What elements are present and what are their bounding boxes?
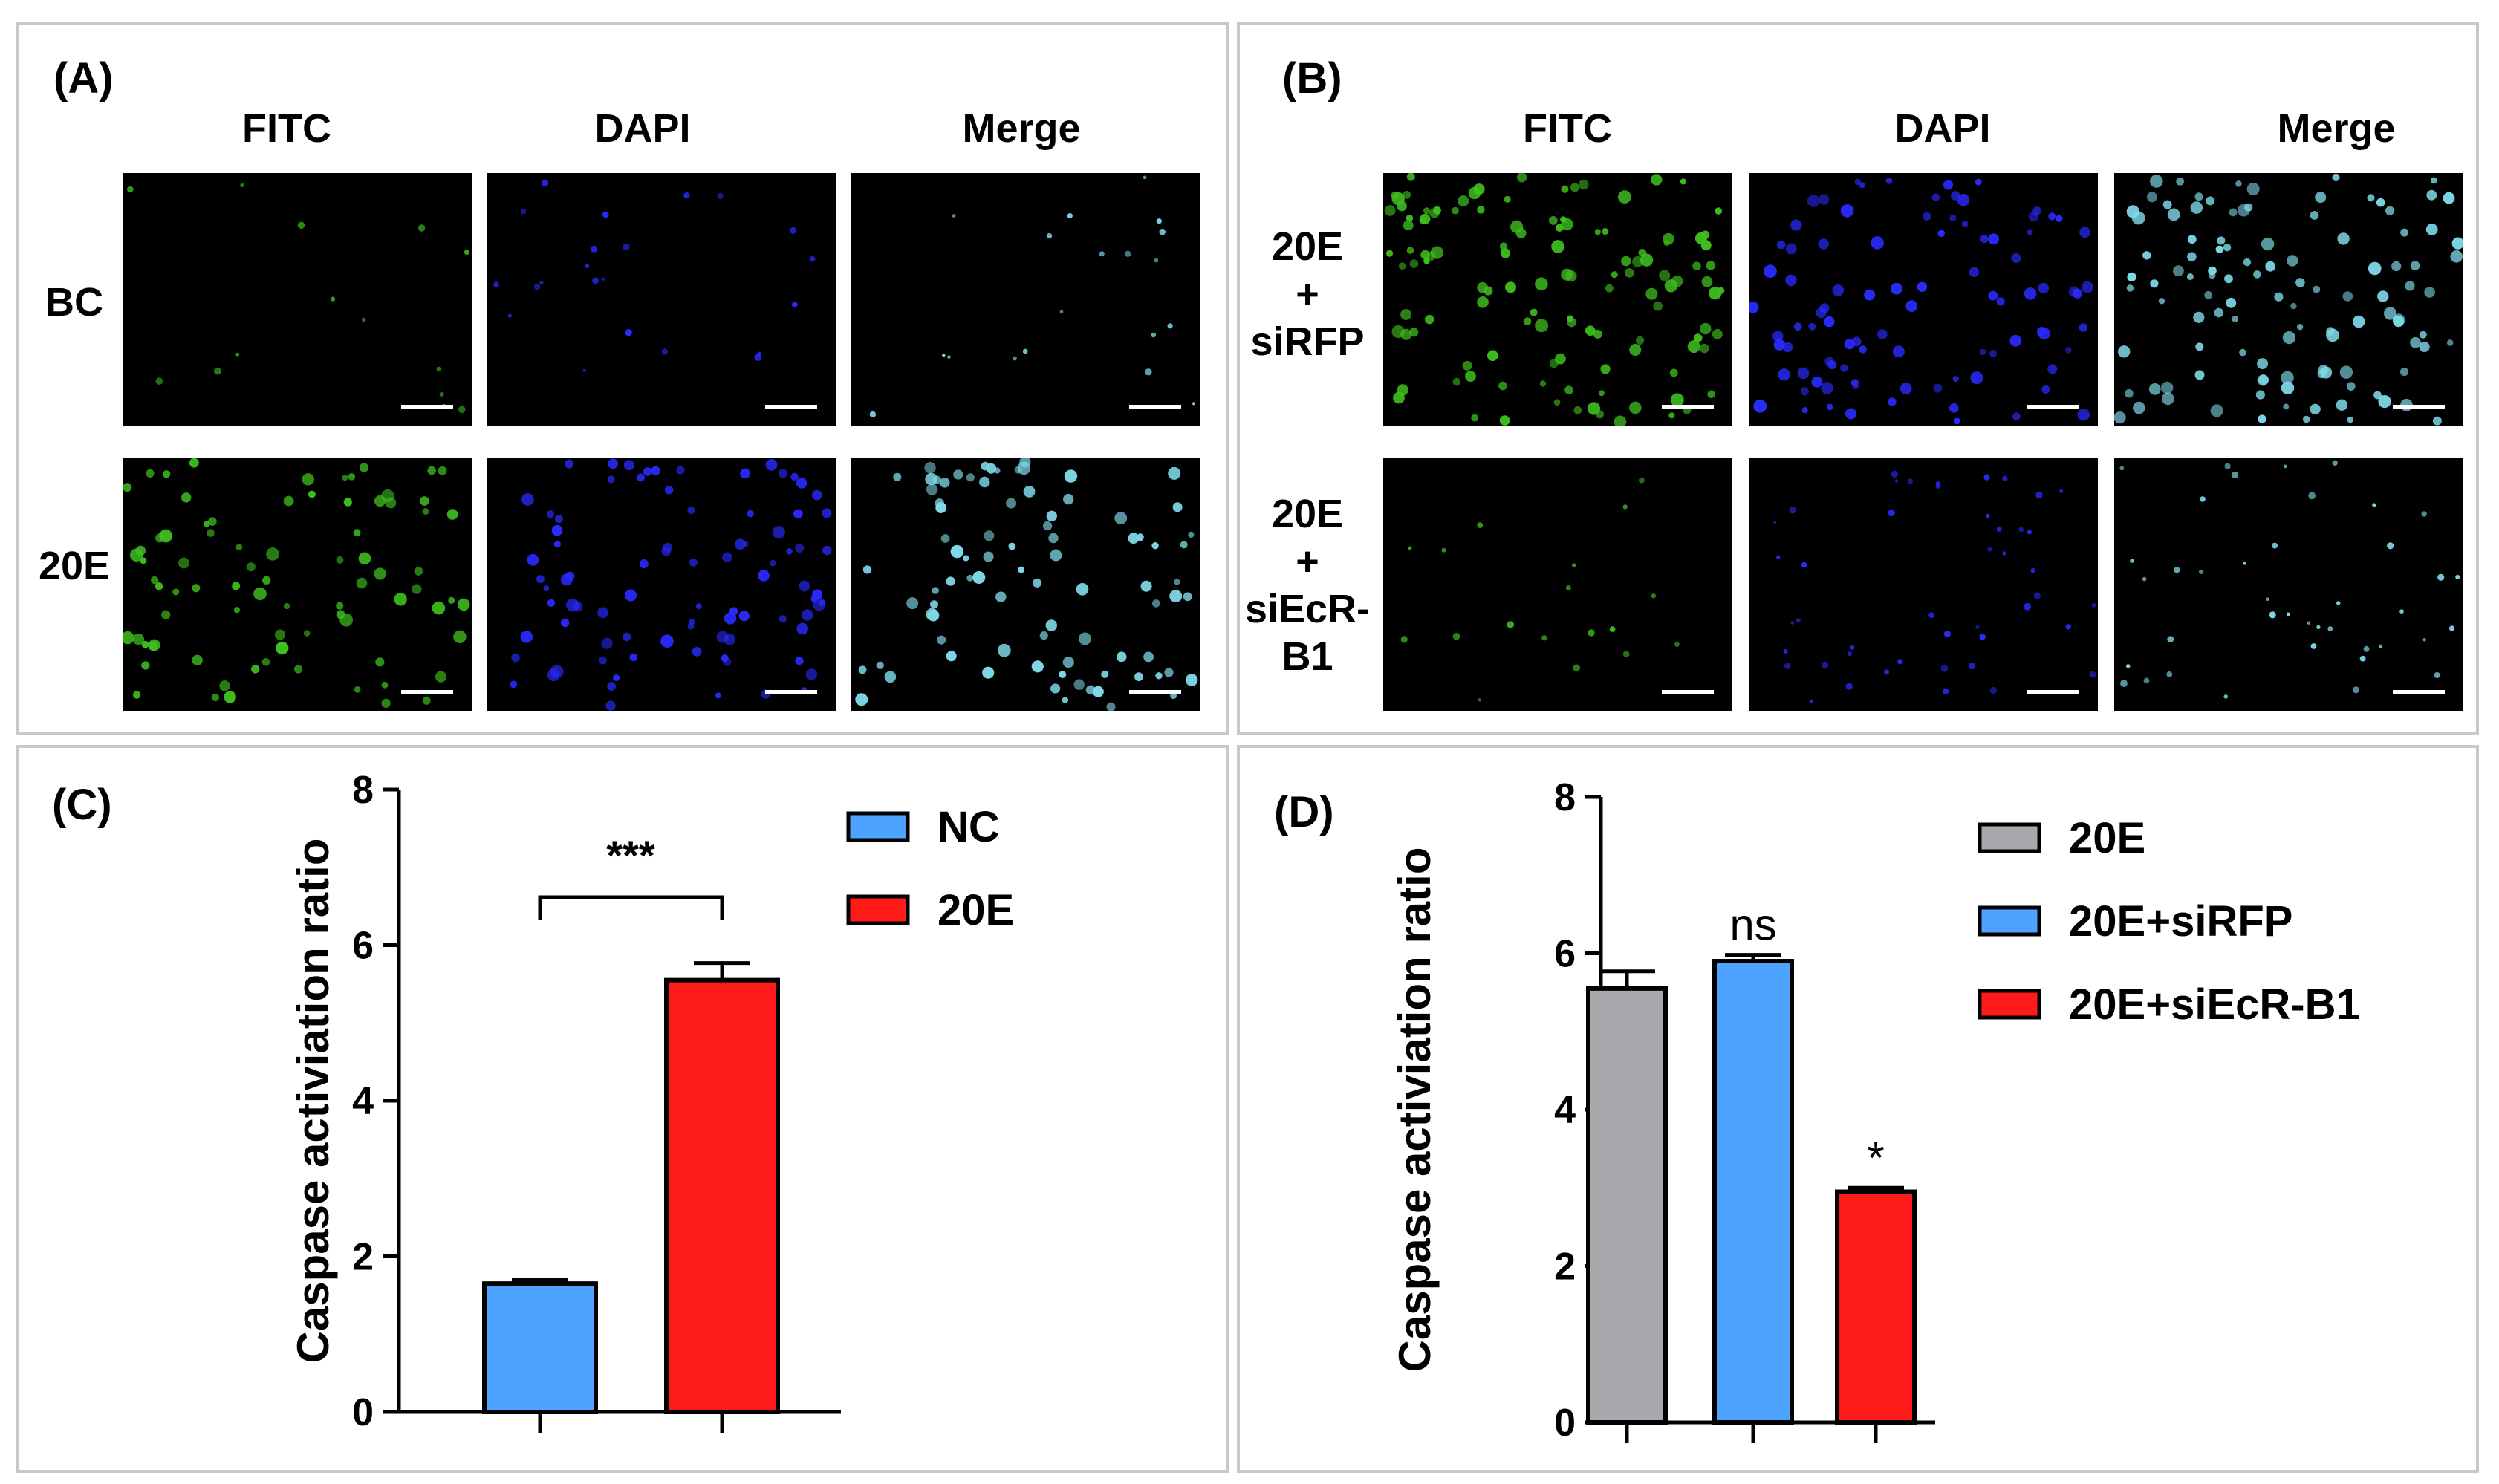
annotation-label: * <box>1867 1133 1884 1182</box>
scale-bar <box>1129 690 1181 694</box>
micrograph-tile <box>1749 458 2098 711</box>
micrograph-tile <box>123 173 472 426</box>
panel-a-label: (A) <box>53 54 114 102</box>
micrograph-tile <box>1383 458 1732 711</box>
y-tick-label: 6 <box>1554 933 1576 976</box>
row-label-line: BC <box>45 280 103 325</box>
legend-swatch <box>1978 989 2041 1020</box>
panel-a-col-fitc: FITC <box>242 106 331 151</box>
panel-a-col-merge: Merge <box>962 106 1081 151</box>
chart-c-svg: 0 2 4 6 8 Caspase activiation ratio NC 20E *** <box>288 769 1014 1434</box>
significance-bracket <box>538 895 724 920</box>
panel-b-col-dapi: DAPI <box>1894 106 1991 151</box>
micrograph-tile <box>123 458 472 711</box>
scale-bar <box>1662 405 1714 409</box>
y-tick-label: 2 <box>1554 1246 1576 1289</box>
bar-20E+siRFP <box>1712 959 1794 1425</box>
y-tick-label: 8 <box>1554 776 1576 819</box>
y-tick-label: 4 <box>352 1080 374 1123</box>
micrograph-tile <box>487 458 836 711</box>
panel-a-row-20e: 20E <box>30 542 119 590</box>
scale-bar <box>765 405 817 409</box>
scale-bar <box>765 690 817 694</box>
scale-bar <box>401 690 453 694</box>
panel-b-col-merge: Merge <box>2277 106 2396 151</box>
panel-c-label: (C) <box>52 781 112 829</box>
bar-20E+siEcR-B1 <box>1835 1189 1917 1425</box>
y-tick-label: 6 <box>352 925 374 968</box>
scale-bar <box>2393 690 2445 694</box>
micrograph-tile <box>1383 173 1732 426</box>
row-label-line: 20E <box>38 544 111 588</box>
legend-swatch <box>1978 905 2041 937</box>
legend-label: 20E+siEcR-B1 <box>2069 980 2360 1029</box>
panel-b-row-sirfp: 20E + siRFP <box>1233 223 1382 365</box>
row-label-line: 20E <box>1271 224 1344 269</box>
y-tick-label: 0 <box>1554 1402 1576 1445</box>
panel-b-label: (B) <box>1282 54 1342 102</box>
micrograph-tile <box>2114 173 2463 426</box>
micrograph-tile <box>2114 458 2463 711</box>
bar-20E <box>1586 986 1668 1425</box>
row-label-line: B1 <box>1281 634 1333 679</box>
panel-b-col-fitc: FITC <box>1523 106 1612 151</box>
y-tick-label: 2 <box>352 1236 374 1279</box>
legend-label: 20E+siRFP <box>2069 897 2292 946</box>
bar-20E <box>664 977 780 1414</box>
bar-NC <box>482 1281 598 1414</box>
scale-bar <box>2027 405 2079 409</box>
legend-swatch <box>846 811 910 842</box>
micrograph-tile <box>487 173 836 426</box>
significance-label: *** <box>606 832 655 879</box>
y-tick-label: 4 <box>1554 1089 1576 1132</box>
row-label-line: + <box>1296 539 1319 584</box>
panel-a-col-dapi: DAPI <box>594 106 691 151</box>
micrograph-tile <box>851 173 1200 426</box>
annotation-label: ns <box>1729 900 1776 950</box>
micrograph-tile <box>1749 173 2098 426</box>
scale-bar <box>2393 405 2445 409</box>
scale-bar <box>1129 405 1181 409</box>
chart-d-svg: 0 2 4 6 8 Caspase activiation ratio 20E 20E+siR… <box>1390 776 2360 1445</box>
row-label-line: siEcR- <box>1244 587 1371 631</box>
legend-label: NC <box>937 803 1000 851</box>
panel-b-row-siecr: 20E + siEcR- B1 <box>1233 490 1382 680</box>
y-axis-label: Caspase activiation ratio <box>288 839 338 1364</box>
legend-label: 20E <box>2069 814 2145 862</box>
micrograph-tile <box>851 458 1200 711</box>
legend-swatch <box>1978 822 2041 853</box>
y-tick-label: 8 <box>352 769 374 812</box>
legend-label: 20E <box>937 886 1014 934</box>
legend-swatch <box>846 894 910 925</box>
scale-bar <box>1662 690 1714 694</box>
y-tick-label: 0 <box>352 1391 374 1434</box>
row-label-line: 20E <box>1271 492 1344 536</box>
y-axis-label: Caspase activiation ratio <box>1390 847 1440 1373</box>
row-label-line: + <box>1296 272 1319 316</box>
row-label-line: siRFP <box>1250 319 1365 364</box>
scale-bar <box>401 405 453 409</box>
scale-bar <box>2027 690 2079 694</box>
panel-a-row-bc: BC <box>30 279 119 326</box>
panel-c-frame <box>16 745 1229 1473</box>
panel-d-label: (D) <box>1274 788 1334 836</box>
